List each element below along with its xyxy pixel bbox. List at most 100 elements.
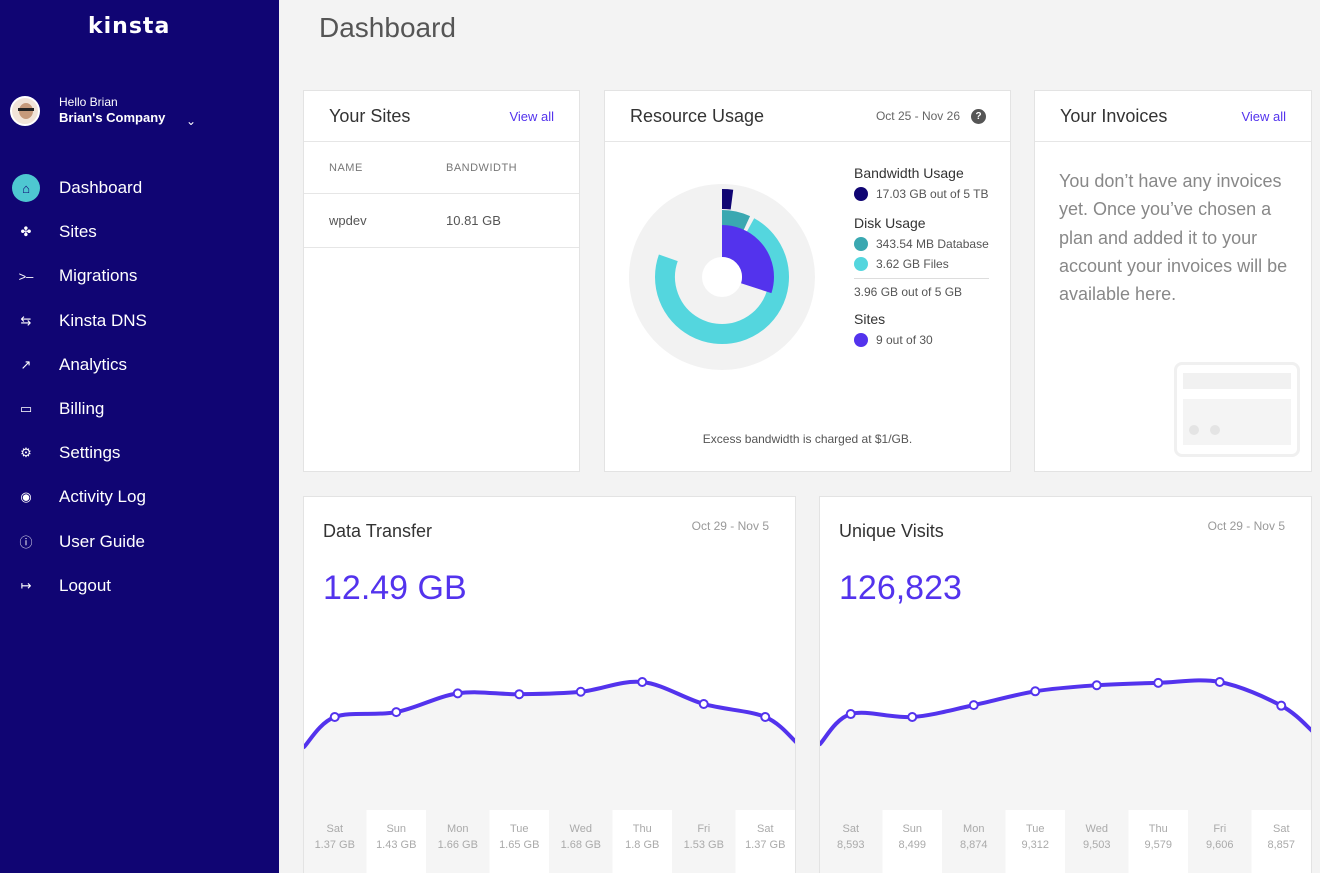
day-value-label: 8,499 — [898, 839, 926, 851]
data-transfer-chart: Sat 1.37 GB Sun 1.43 GB Mon 1.66 GB Tue 1.65 GB… — [304, 677, 795, 873]
day-tick-label: Sat — [842, 823, 859, 835]
day-value-label: 9,503 — [1083, 839, 1111, 851]
sidebar-item-user-guide[interactable]: ⓘ User Guide — [0, 520, 279, 564]
dns-icon: ⇆ — [20, 312, 32, 328]
legend-item-database: 343.54 MB Database — [854, 235, 989, 253]
donut-segment-sites — [670, 225, 774, 329]
site-name[interactable]: wpdev — [329, 213, 367, 228]
day-value-label: 1.68 GB — [561, 839, 601, 851]
sidebar-nav: ⌂ Dashboard ✤ Sites >– Migrations ⇆ Kins… — [0, 166, 279, 608]
sites-value: 9 out of 30 — [876, 333, 933, 347]
migrations-icon: >– — [18, 268, 34, 284]
greeting: Hello Brian — [59, 95, 118, 109]
account-switcher[interactable]: Hello Brian Brian's Company ⌄ — [10, 95, 196, 128]
day-value-label: 8,874 — [960, 839, 988, 851]
logout-icon: ↦ — [20, 577, 32, 593]
chart-point[interactable] — [968, 700, 979, 711]
database-value: 343.54 MB Database — [876, 237, 989, 251]
data-transfer-card: Data Transfer Oct 29 - Nov 5 12.49 GB Sa… — [303, 496, 796, 873]
sidebar-item-logout[interactable]: ↦ Logout — [0, 564, 279, 608]
sidebar-item-kinsta-dns[interactable]: ⇆ Kinsta DNS — [0, 299, 279, 343]
chart-point[interactable] — [907, 712, 918, 722]
kinsta-logo[interactable]: kinsta — [88, 14, 171, 39]
day-value-label: 1.66 GB — [438, 839, 478, 851]
chart-point[interactable] — [637, 677, 648, 687]
unique-visits-total: 126,823 — [839, 569, 962, 607]
chart-point[interactable] — [391, 707, 402, 718]
card-title: Your Sites — [329, 105, 411, 126]
company-name: Brian's Company — [59, 110, 166, 125]
date-range: Oct 29 - Nov 5 — [691, 519, 769, 533]
sidebar-item-label: Kinsta DNS — [59, 310, 147, 330]
view-all-sites-link[interactable]: View all — [509, 108, 554, 124]
sidebar-item-dashboard[interactable]: ⌂ Dashboard — [0, 166, 279, 210]
chart-point[interactable] — [452, 688, 463, 699]
day-value-label: 8,593 — [837, 839, 865, 851]
sidebar-item-sites[interactable]: ✤ Sites — [0, 210, 279, 254]
day-value-label: 8,857 — [1267, 839, 1295, 851]
chart-point[interactable] — [698, 698, 709, 709]
chart-point[interactable] — [329, 712, 340, 722]
gear-icon: ⚙ — [20, 445, 32, 461]
disk-total: 3.96 GB out of 5 GB — [854, 285, 963, 299]
day-column-bg — [612, 810, 672, 873]
chart-area-fill — [820, 680, 1311, 873]
chart-point[interactable] — [514, 689, 525, 700]
database-swatch — [854, 237, 868, 251]
sidebar-item-settings[interactable]: ⚙ Settings — [0, 431, 279, 475]
sidebar-item-migrations[interactable]: >– Migrations — [0, 254, 279, 298]
divider — [854, 278, 989, 279]
day-tick-label: Mon — [447, 823, 468, 835]
view-all-invoices-link[interactable]: View all — [1241, 108, 1286, 124]
table-row[interactable]: wpdev 10.81 GB — [304, 194, 579, 248]
day-tick-label: Thu — [633, 823, 652, 835]
help-icon[interactable]: ? — [971, 108, 986, 124]
sidebar-item-label: Activity Log — [59, 487, 146, 507]
page-title: Dashboard — [319, 12, 456, 43]
chart-line — [820, 678, 1311, 747]
card-title: Resource Usage — [630, 105, 765, 126]
your-sites-card: Your Sites View all NAME BANDWIDTH wpdev… — [303, 90, 580, 472]
day-tick-label: Thu — [1149, 823, 1168, 835]
day-tick-label: Sun — [902, 823, 922, 835]
sidebar-item-billing[interactable]: ▭ Billing — [0, 387, 279, 431]
resource-legend: Bandwidth Usage 17.03 GB out of 5 TB Dis… — [854, 165, 989, 349]
chart-point[interactable] — [1153, 677, 1164, 688]
day-value-label: 1.53 GB — [684, 839, 724, 851]
legend-item-sites: 9 out of 30 — [854, 331, 989, 349]
sites-icon: ✤ — [20, 224, 32, 240]
chart-area-fill — [304, 681, 795, 873]
chart-point[interactable] — [1214, 677, 1225, 687]
sidebar-item-analytics[interactable]: ↗ Analytics — [0, 343, 279, 387]
day-column-bg — [735, 810, 795, 873]
chart-point[interactable] — [760, 712, 771, 722]
card-title: Your Invoices — [1060, 105, 1168, 126]
chart-point[interactable] — [1030, 686, 1041, 697]
sidebar-item-label: Dashboard — [59, 178, 143, 198]
column-header-bandwidth: BANDWIDTH — [446, 161, 518, 174]
files-swatch — [854, 257, 868, 271]
unique-visits-chart: Sat 8,593 Sun 8,499 Mon 8,874 Tue 9,312 Wed 9,503… — [820, 677, 1311, 873]
sidebar-item-label: Migrations — [59, 266, 138, 286]
billing-icon: ▭ — [19, 401, 33, 417]
sidebar-item-activity-log[interactable]: ◉ Activity Log — [0, 475, 279, 519]
home-icon: ⌂ — [12, 174, 40, 203]
disk-usage-title: Disk Usage — [854, 215, 926, 231]
sites-title: Sites — [854, 311, 886, 327]
day-tick-label: Sat — [1273, 823, 1290, 835]
help-icon: ⓘ — [19, 535, 33, 551]
day-value-label: 1.37 GB — [745, 839, 785, 851]
chart-point[interactable] — [1091, 680, 1102, 691]
empty-invoices-message: You don’t have any invoices yet. Once yo… — [1059, 171, 1288, 305]
chevron-down-icon[interactable]: ⌄ — [186, 114, 197, 128]
eye-icon: ◉ — [20, 489, 32, 505]
chart-point[interactable] — [1276, 700, 1287, 711]
day-value-label: 1.43 GB — [376, 839, 416, 851]
excess-bandwidth-note: Excess bandwidth is charged at $1/GB. — [702, 432, 913, 446]
chart-line — [304, 679, 795, 749]
day-value-label: 1.8 GB — [625, 839, 659, 851]
day-value-label: 1.65 GB — [499, 839, 539, 851]
chart-point[interactable] — [845, 709, 856, 720]
donut-center — [702, 257, 742, 297]
chart-point[interactable] — [575, 686, 586, 697]
